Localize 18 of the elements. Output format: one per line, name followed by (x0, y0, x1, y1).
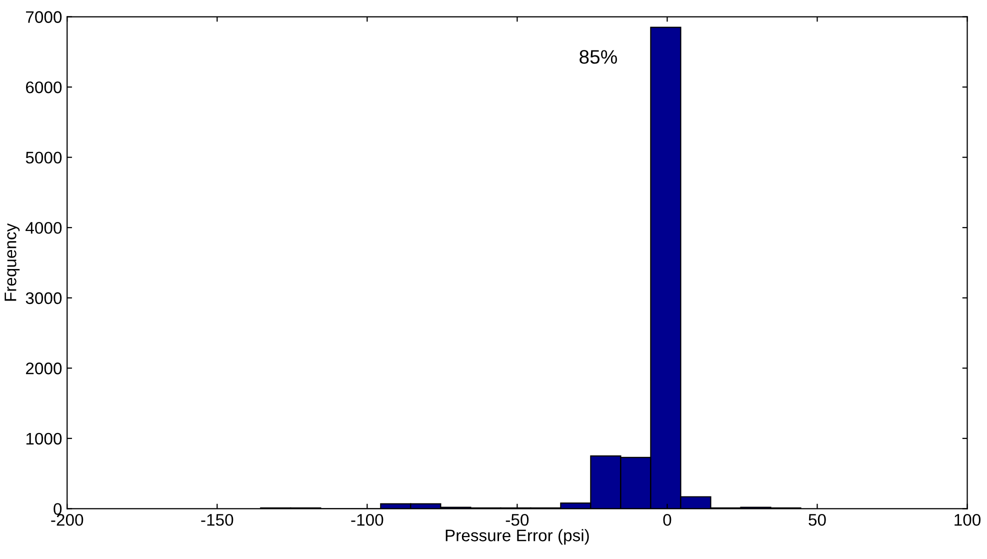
x-tick-label: -150 (201, 514, 234, 526)
x-tick-label: -100 (351, 514, 384, 526)
y-tick-label: 0 (54, 503, 62, 515)
y-tick-label: 6000 (26, 81, 62, 94)
x-tick-label: -50 (506, 514, 529, 526)
x-tick-label: 50 (808, 514, 826, 526)
y-tick-label: 2000 (26, 362, 62, 374)
y-tick-label: 5000 (26, 152, 62, 164)
x-axis-title: Pressure Error (psi) (446, 529, 589, 545)
x-tick-label: -200 (51, 514, 84, 526)
y-tick-label: 1000 (26, 432, 62, 445)
y-axis-title: Frequency (4, 223, 20, 301)
y-tick-label: 3000 (26, 292, 62, 304)
y-tick-label: 7000 (26, 11, 62, 23)
annotation: 85% (580, 50, 617, 64)
y-tick-label: 4000 (26, 222, 62, 234)
x-tick-label: 100 (954, 514, 981, 526)
x-tick-label: 0 (663, 514, 672, 526)
